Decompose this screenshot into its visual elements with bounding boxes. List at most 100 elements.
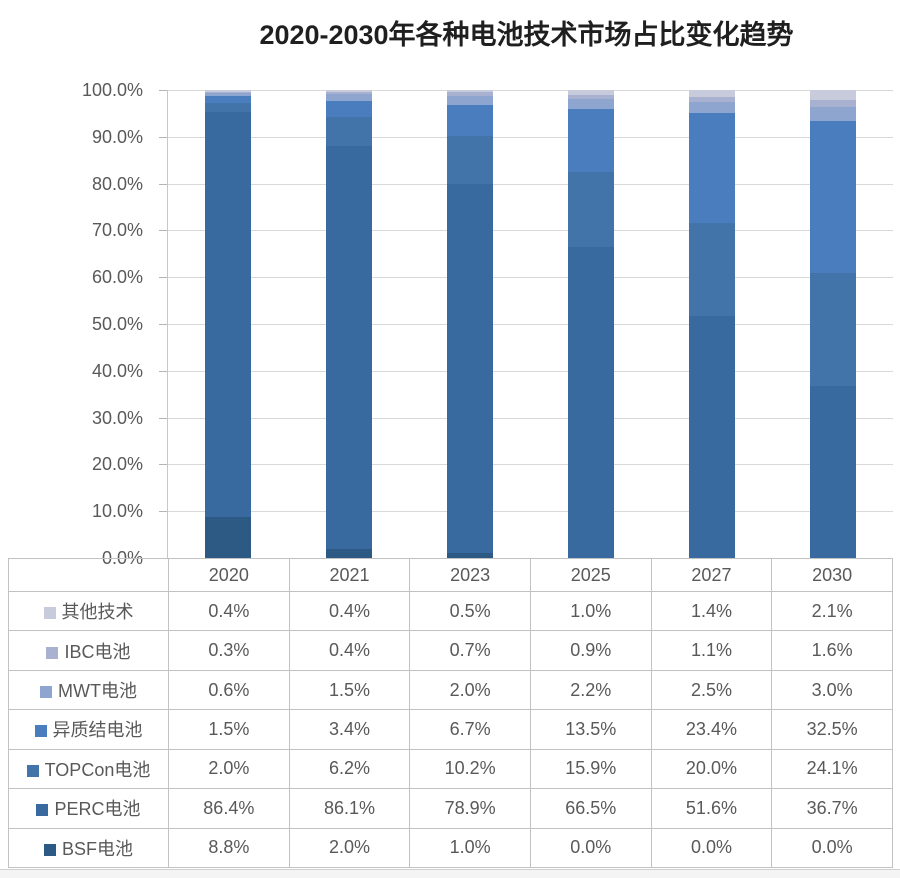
table-header-year: 2030 — [771, 558, 893, 592]
table-value-cell: 1.0% — [529, 590, 652, 632]
bar-segment — [205, 96, 252, 104]
y-axis-label: 80.0% — [91, 174, 143, 194]
table-header-year: 2023 — [409, 558, 531, 592]
table-header-year: 2027 — [650, 558, 773, 592]
bar-segment — [688, 90, 735, 97]
table-value-cell: 10.2% — [409, 748, 531, 790]
table-value-cell: 66.5% — [529, 788, 652, 829]
table-value-cell: 0.9% — [529, 630, 652, 671]
table-value-cell: 36.7% — [771, 788, 893, 829]
bar-segment — [326, 90, 373, 92]
axis-tick — [159, 90, 167, 91]
table-row: BSF电池 8.8% 2.0% 1.0% 0.0% 0.0% 0.0% — [8, 827, 893, 869]
table-value-cell: 1.5% — [168, 709, 290, 750]
bar-slot-2025 — [530, 90, 651, 558]
legend-swatch — [36, 804, 49, 817]
bar-slot-2021 — [289, 90, 410, 558]
bar-segment — [809, 121, 856, 274]
bar-slot-2020 — [168, 90, 289, 558]
series-label: IBC电池 — [64, 641, 131, 662]
series-label: MWT电池 — [58, 681, 137, 702]
bar-segment — [809, 386, 856, 558]
table-value-cell: 3.0% — [771, 669, 893, 711]
bar-segment — [447, 90, 494, 93]
legend-swatch — [46, 646, 59, 659]
table-value-cell: 32.5% — [771, 709, 893, 750]
gridline — [168, 90, 893, 91]
table-value-cell: 2.5% — [650, 669, 773, 711]
bar-segment — [447, 136, 494, 185]
table-value-cell: 0.4% — [168, 590, 290, 632]
table-value-cell: 0.4% — [288, 590, 411, 632]
bar-segment — [567, 98, 614, 110]
data-table: 2020 2021 2023 2025 2027 2030 其他技术 0.4% 0.4% 0.5%… — [8, 558, 893, 869]
bar-segment — [326, 93, 373, 101]
bar-segment — [567, 90, 614, 95]
gridline — [168, 184, 893, 185]
y-axis-label: 70.0% — [91, 220, 143, 240]
table-value-cell: 0.6% — [168, 669, 290, 711]
stacked-bar-2027 — [688, 90, 735, 558]
table-row: 异质结电池 1.5% 3.4% 6.7% 13.5% 23.4% 32.5% — [8, 709, 893, 750]
series-label-cell: BSF电池 — [8, 827, 169, 869]
table-value-cell: 13.5% — [529, 709, 652, 750]
bar-segment — [567, 172, 614, 247]
table-value-cell: 0.5% — [409, 590, 531, 632]
series-label-cell: 异质结电池 — [8, 709, 169, 750]
series-label: BSF电池 — [61, 838, 133, 859]
bar-segment — [809, 99, 856, 108]
table-value-cell: 0.4% — [288, 630, 411, 671]
table-value-cell: 2.0% — [288, 827, 411, 869]
y-axis-label: 10.0% — [91, 501, 143, 521]
table-row: 其他技术 0.4% 0.4% 0.5% 1.0% 1.4% 2.1% — [8, 590, 893, 632]
bar-segment — [326, 91, 373, 94]
bar-slot-2023 — [410, 90, 531, 558]
table-value-cell: 2.2% — [529, 669, 652, 711]
table-value-cell: 0.0% — [650, 827, 773, 869]
table-value-cell: 0.7% — [409, 630, 531, 671]
y-axis-line — [167, 90, 168, 558]
chart-title: 2020-2030年各种电池技术市场占比变化趋势 — [259, 20, 794, 50]
y-axis: 100.0% 90.0% 80.0% 70.0% 60.0% 50.0% 40.0% 30.0… — [0, 80, 150, 568]
table-value-cell: 2.1% — [771, 590, 893, 632]
axis-tick — [159, 511, 167, 512]
table-corner-cell — [8, 558, 169, 592]
table-value-cell: 1.6% — [771, 630, 893, 671]
gridline — [168, 511, 893, 512]
bar-segment — [447, 95, 494, 105]
y-axis-label: 20.0% — [91, 454, 143, 474]
table-value-cell: 1.4% — [650, 590, 773, 632]
bar-segment — [447, 553, 494, 558]
bar-segment — [567, 109, 614, 173]
table-value-cell: 1.5% — [288, 669, 411, 711]
bar-segment — [326, 100, 373, 117]
y-axis-label: 90.0% — [91, 127, 143, 147]
gridline — [168, 324, 893, 325]
bar-segment — [688, 316, 735, 558]
table-header-year: 2020 — [168, 558, 290, 592]
axis-tick — [159, 324, 167, 325]
bar-segment — [567, 246, 614, 558]
bar-segment — [205, 91, 252, 94]
gridline — [168, 464, 893, 465]
table-value-cell: 15.9% — [529, 748, 652, 790]
table-header-year: 2021 — [288, 558, 411, 592]
table-value-cell: 23.4% — [650, 709, 773, 750]
axis-tick — [159, 137, 167, 138]
bar-segment — [809, 107, 856, 122]
series-label: 异质结电池 — [52, 720, 143, 741]
bar-segment — [205, 516, 252, 558]
table-row: MWT电池 0.6% 1.5% 2.0% 2.2% 2.5% 3.0% — [8, 669, 893, 711]
bar-segment — [567, 94, 614, 99]
table-value-cell: 78.9% — [409, 788, 531, 829]
axis-tick — [159, 464, 167, 465]
legend-swatch — [26, 764, 39, 777]
bottom-border-line — [0, 869, 900, 870]
stacked-bar-2025 — [567, 90, 614, 558]
table-value-cell: 1.0% — [409, 827, 531, 869]
table-row: IBC电池 0.3% 0.4% 0.7% 0.9% 1.1% 1.6% — [8, 630, 893, 671]
bar-slot-2027 — [651, 90, 772, 558]
bar-segment — [688, 222, 735, 317]
bar-segment — [326, 548, 373, 558]
legend-swatch — [40, 686, 52, 699]
